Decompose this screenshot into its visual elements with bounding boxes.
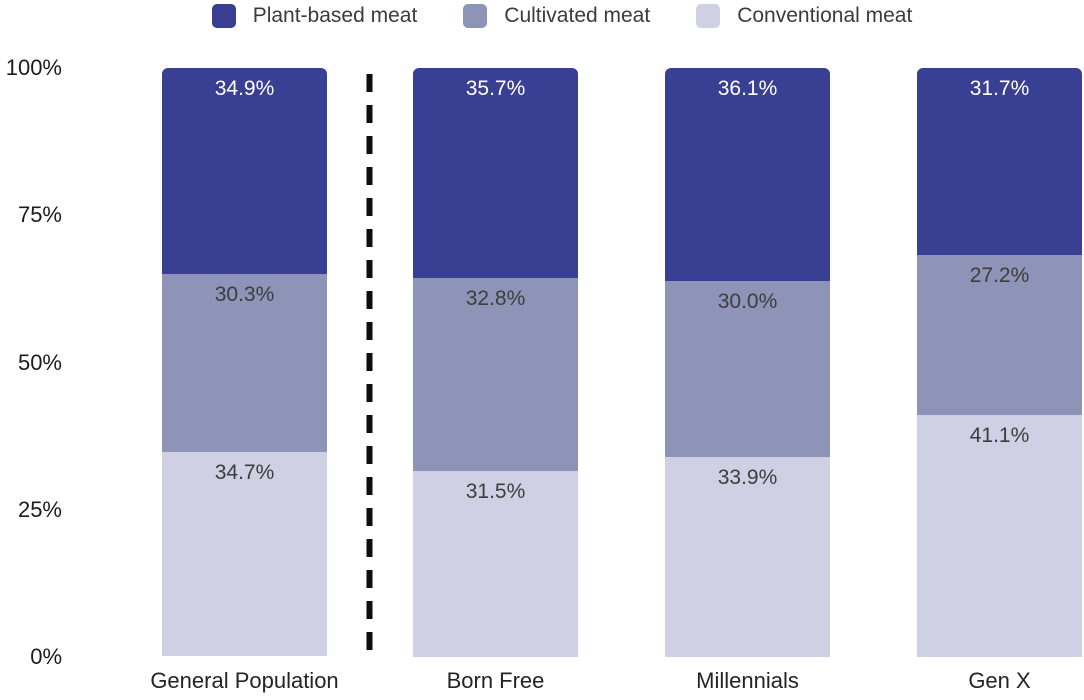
chart-legend: Plant-based meat Cultivated meat Conventio… — [80, 4, 1044, 28]
legend-swatch-icon — [211, 4, 236, 28]
segment-value-label: 36.1% — [717, 77, 778, 100]
legend-label: Conventional meat — [737, 4, 913, 27]
segment-plant-based-meat: 36.1% — [665, 68, 830, 281]
segment-value-label: 35.7% — [465, 77, 526, 100]
segment-value-label: 34.7% — [214, 461, 275, 484]
legend-label: Cultivated meat — [504, 4, 651, 27]
segment-value-label: 27.2% — [969, 263, 1030, 287]
segment-cultivated-meat: 32.8% — [413, 278, 578, 472]
segment-plant-based-meat: 34.9% — [162, 68, 327, 274]
bar-born-free: 35.7% 32.8% 31.5% — [413, 68, 578, 657]
segment-cultivated-meat: 30.3% — [162, 273, 327, 452]
y-axis-tick-label: 25% — [17, 496, 62, 522]
legend-item-2: Conventional meat — [696, 4, 912, 28]
legend-item-1: Cultivated meat — [463, 4, 650, 28]
legend-item-0: Plant-based meat — [211, 4, 418, 28]
bar-general-population: 34.9% 30.3% 34.7% — [162, 68, 327, 657]
legend-swatch-icon — [696, 4, 721, 28]
segment-cultivated-meat: 27.2% — [917, 254, 1082, 415]
segment-value-label: 34.9% — [214, 77, 275, 100]
y-axis-tick-label: 75% — [17, 202, 62, 228]
segment-value-label: 30.3% — [214, 282, 275, 306]
segment-conventional-meat: 34.7% — [162, 452, 327, 657]
segment-value-label: 31.7% — [969, 77, 1030, 100]
x-axis-category-label: Gen X — [968, 668, 1031, 693]
segment-cultivated-meat: 30.0% — [665, 280, 830, 458]
bar-gen-x: 31.7% 27.2% 41.1% — [917, 68, 1082, 657]
segment-value-label: 30.0% — [717, 289, 778, 313]
y-axis-tick-label: 50% — [17, 349, 62, 375]
bar-millennials: 36.1% 30.0% 33.9% — [665, 68, 830, 657]
plot-area: 34.9% 30.3% 34.7% 35.7% 32.8% 31.5% 36.1% 30.0%… — [0, 68, 1084, 657]
x-axis-category-label: Born Free — [446, 668, 545, 693]
segment-value-label: 41.1% — [969, 423, 1030, 447]
y-axis-tick-label: 0% — [30, 644, 62, 669]
y-axis-tick-label: 100% — [5, 55, 62, 80]
segment-conventional-meat: 41.1% — [917, 414, 1082, 657]
separator-dashed-line — [366, 74, 373, 657]
x-axis-category-label: Millennials — [696, 668, 799, 693]
x-axis-category-label: General Population — [150, 668, 339, 693]
segment-plant-based-meat: 31.7% — [917, 68, 1082, 255]
legend-swatch-icon — [463, 4, 488, 28]
legend-label: Plant-based meat — [252, 4, 418, 27]
segment-value-label: 33.9% — [717, 466, 778, 490]
segment-conventional-meat: 33.9% — [665, 457, 830, 657]
segment-conventional-meat: 31.5% — [413, 471, 578, 657]
segment-value-label: 32.8% — [465, 287, 526, 311]
segment-value-label: 31.5% — [465, 480, 526, 504]
segment-plant-based-meat: 35.7% — [413, 68, 578, 279]
